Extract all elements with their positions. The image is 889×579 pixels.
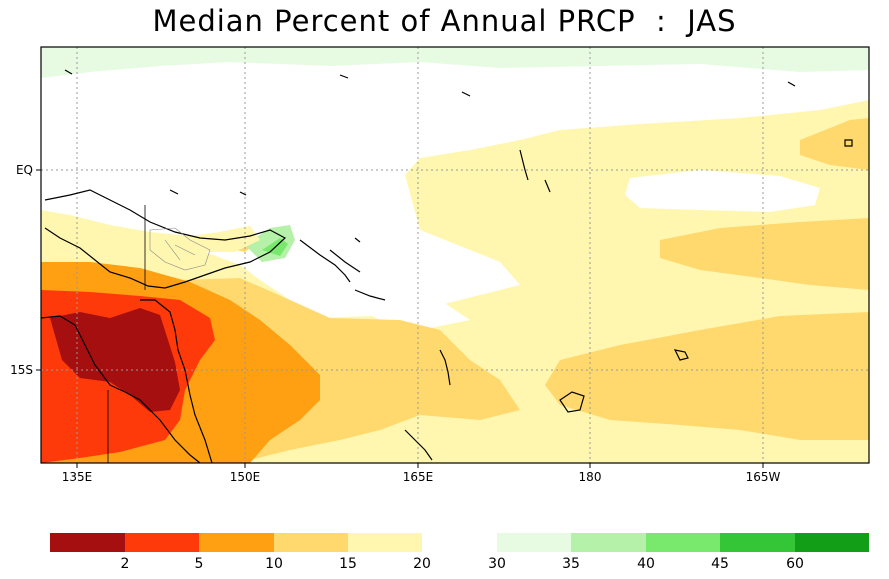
lon-label-165w: 165W [746,470,781,484]
lon-label-135e: 135E [62,470,93,484]
provinces [149,227,211,271]
lat-label-eq: EQ [16,163,33,177]
lon-label-165e: 165E [403,470,434,484]
colorbar-swatch [646,533,720,552]
axis-ticks [36,169,764,468]
colorbar-swatch [795,533,869,552]
region-below-2 [660,218,869,290]
region-below-3 [545,312,869,440]
colorbar-low [50,533,422,552]
colorbar-swatch [571,533,646,552]
precip-field [41,47,869,463]
colorbar-label: 30 [488,556,506,572]
colorbar-swatch [274,533,348,552]
region-below-1 [800,118,869,170]
region-high-nb [245,225,295,262]
colorbar-swatch [348,533,422,552]
map-frame [40,46,870,464]
colorbar-swatch [720,533,795,552]
region-normal-sol [300,220,470,330]
colorbar-label: 60 [786,556,804,572]
colorbar-labels: 2 5 10 15 20 30 35 40 45 60 [121,556,804,572]
colorbar-label: 15 [339,556,357,572]
colorbar-label: 20 [413,556,431,572]
lon-label-180: 180 [579,470,602,484]
borders [107,205,146,463]
coastlines [41,69,853,463]
colorbar-swatch [50,533,125,552]
colorbar-label: 2 [121,556,130,572]
region-near-west [41,210,260,258]
colorbar-swatch [497,533,571,552]
lat-label-15s: 15S [10,363,33,377]
colorbar-label: 35 [562,556,580,572]
region-normal-east [625,170,820,212]
colorbar-label: 45 [711,556,729,572]
map-title: Median Percent of Annual PRCP : JAS [152,4,737,38]
colorbar-swatch [199,533,274,552]
lon-label-150e: 150E [230,470,261,484]
colorbar-label: 5 [195,556,204,572]
region-above-north [41,47,869,78]
colorbar-label: 40 [637,556,655,572]
colorbar-high [497,533,869,552]
colorbar-label: 10 [265,556,283,572]
graticule [41,47,869,463]
colorbar-swatch [125,533,199,552]
region-very-low [50,308,180,412]
